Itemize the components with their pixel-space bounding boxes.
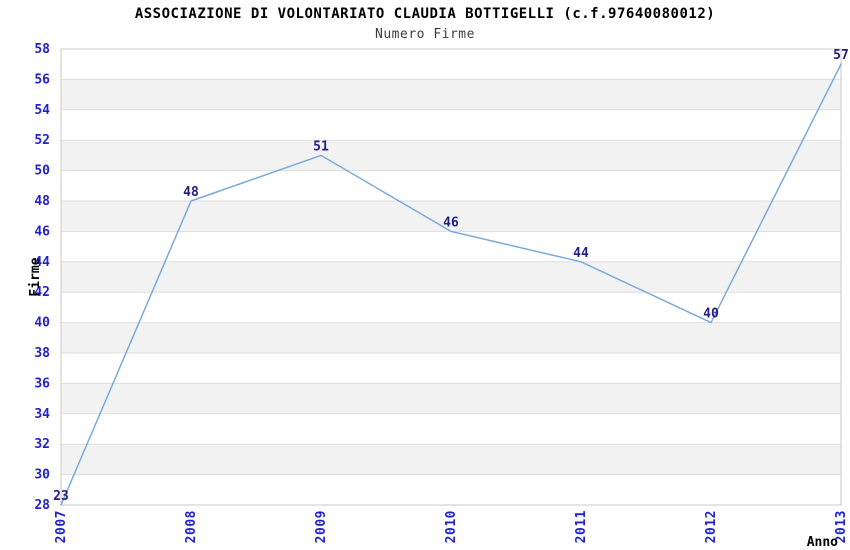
point-label: 51 bbox=[313, 139, 329, 154]
y-tick-label: 44 bbox=[34, 255, 50, 270]
y-tick-label: 56 bbox=[34, 72, 50, 87]
point-label: 44 bbox=[573, 246, 589, 261]
chart-title: ASSOCIAZIONE DI VOLONTARIATO CLAUDIA BOT… bbox=[134, 6, 716, 22]
point-label: 48 bbox=[183, 185, 199, 200]
y-grid-band bbox=[61, 79, 841, 110]
y-tick-label: 52 bbox=[34, 133, 50, 148]
chart-subtitle: Numero Firme bbox=[375, 27, 475, 42]
y-tick-label: 50 bbox=[34, 164, 50, 179]
point-label: 46 bbox=[443, 215, 459, 230]
x-tick-label: 2012 bbox=[704, 510, 719, 543]
x-axis-title: Anno bbox=[807, 535, 838, 550]
y-grid-band bbox=[61, 383, 841, 414]
y-grid-band bbox=[61, 140, 841, 171]
y-grid-band bbox=[61, 201, 841, 232]
y-grid-band bbox=[61, 474, 841, 505]
y-tick-label: 46 bbox=[34, 224, 50, 239]
y-grid-band bbox=[61, 109, 841, 141]
y-tick-label: 42 bbox=[34, 285, 50, 300]
y-tick-label: 34 bbox=[34, 407, 50, 422]
y-axis-title: Firme bbox=[28, 257, 43, 296]
y-grid-band bbox=[61, 413, 841, 445]
y-tick-label: 36 bbox=[34, 376, 50, 391]
y-grid-band bbox=[61, 170, 841, 201]
point-label: 40 bbox=[703, 307, 719, 322]
y-tick-label: 28 bbox=[34, 498, 50, 513]
y-grid-band bbox=[61, 444, 841, 475]
y-tick-label: 54 bbox=[34, 103, 50, 118]
y-grid-band bbox=[61, 49, 841, 80]
x-axis-tick-labels: 2007 2008 2009 2010 2011 2012 2013 bbox=[54, 510, 849, 543]
y-grid-band bbox=[61, 322, 841, 353]
y-tick-label: 30 bbox=[34, 468, 50, 483]
y-grid-band bbox=[61, 231, 841, 262]
point-label: 23 bbox=[53, 489, 69, 504]
data-line bbox=[60, 63, 842, 506]
x-tick-label: 2008 bbox=[184, 510, 199, 543]
y-tick-label: 40 bbox=[34, 316, 50, 331]
point-label: 57 bbox=[833, 48, 849, 63]
x-tick-label: 2011 bbox=[574, 510, 589, 543]
y-tick-label: 58 bbox=[34, 42, 50, 57]
y-tick-label: 48 bbox=[34, 194, 50, 209]
x-tick-label: 2010 bbox=[444, 510, 459, 543]
plot-border bbox=[60, 48, 842, 506]
point-value-labels: 23 48 51 46 44 40 57 bbox=[53, 48, 849, 504]
data-series bbox=[60, 63, 842, 506]
x-tick-label: 2007 bbox=[54, 510, 69, 543]
y-grid-band bbox=[61, 261, 841, 293]
y-tick-label: 38 bbox=[34, 346, 50, 361]
y-tick-label: 32 bbox=[34, 437, 50, 452]
x-tick-label: 2009 bbox=[314, 510, 329, 543]
y-axis-tick-labels: 28 30 32 34 36 38 40 42 44 46 48 50 52 54 56 58 bbox=[34, 42, 50, 513]
y-grid-band bbox=[61, 292, 841, 323]
background-bands bbox=[61, 49, 841, 505]
x-tick-label: 2013 bbox=[834, 510, 849, 543]
y-grid-band bbox=[61, 353, 841, 384]
